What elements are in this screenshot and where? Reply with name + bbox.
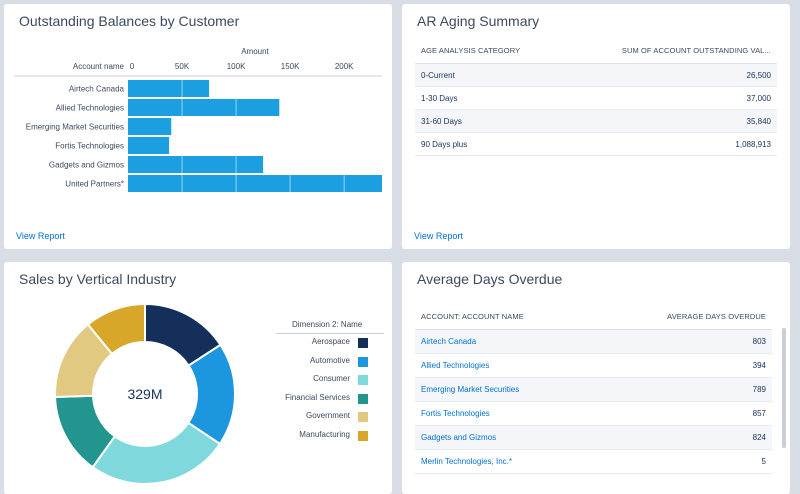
average-days-overdue-cell: 789 bbox=[752, 385, 766, 394]
y-tick-label: Fortis Technologies bbox=[55, 142, 124, 151]
average-days-overdue-cell: 394 bbox=[752, 361, 766, 370]
aging-table-row[interactable]: 31-60 Days 35,840 bbox=[415, 110, 777, 133]
overdue-table-header: ACCOUNT: ACCOUNT NAME AVERAGE DAYS OVERD… bbox=[415, 304, 772, 330]
account-name-link[interactable]: Gadgets and Gizmos bbox=[421, 433, 497, 442]
sales-vertical-title: Sales by Vertical Industry bbox=[19, 271, 177, 287]
overdue-table-row: Merlin Technologies, Inc.* 5 bbox=[415, 450, 772, 474]
donut-slice-consumer[interactable] bbox=[91, 421, 222, 485]
outstanding-balances-card: Outstanding Balances by Customer Amount A… bbox=[4, 4, 392, 249]
average-days-overdue-column-header[interactable]: AVERAGE DAYS OVERDUE bbox=[667, 312, 766, 321]
legend-swatch[interactable] bbox=[358, 393, 368, 404]
legend-label[interactable]: Automotive bbox=[309, 355, 350, 365]
legend-label[interactable]: Manufacturing bbox=[299, 429, 350, 439]
legend-title: Dimension 2: Name bbox=[292, 320, 363, 329]
account-name-link[interactable]: Emerging Market Securities bbox=[421, 385, 520, 394]
x-tick-label: 200K bbox=[335, 62, 354, 71]
aging-category-cell: 1-30 Days bbox=[421, 93, 458, 103]
account-name-column-header[interactable]: ACCOUNT: ACCOUNT NAME bbox=[421, 312, 524, 321]
average-days-overdue-cell: 803 bbox=[752, 337, 766, 346]
aging-value-cell: 26,500 bbox=[746, 70, 771, 80]
bar bbox=[128, 137, 170, 154]
y-tick-label: United Partners* bbox=[65, 180, 124, 189]
x-tick-label: 0 bbox=[130, 62, 135, 71]
aging-table-row[interactable]: 90 Days plus 1,088,913 bbox=[415, 133, 777, 156]
legend-divider bbox=[276, 333, 384, 334]
overdue-table-row: Emerging Market Securities 789 bbox=[415, 378, 772, 402]
outstanding-value-column-header[interactable]: SUM OF ACCOUNT OUTSTANDING VAL... bbox=[621, 46, 771, 55]
ar-aging-card: AR Aging Summary AGE ANALYSIS CATEGORY S… bbox=[402, 4, 790, 249]
donut-center-total: 329M bbox=[127, 386, 162, 402]
y-tick-label: Airtech Canada bbox=[69, 85, 125, 94]
legend-swatch[interactable] bbox=[358, 430, 368, 441]
overdue-table: ACCOUNT: ACCOUNT NAME AVERAGE DAYS OVERD… bbox=[415, 304, 772, 474]
y-tick-label: Allied Technologies bbox=[56, 104, 124, 113]
x-tick-label: 100K bbox=[227, 62, 246, 71]
legend-label[interactable]: Government bbox=[305, 411, 350, 420]
bar bbox=[128, 156, 264, 173]
overdue-table-scrollbar[interactable] bbox=[782, 328, 786, 448]
balances-bar-chart: Amount Account name 0 50K 100K 150K 200K Airtec… bbox=[14, 47, 382, 194]
ar-aging-table-header: AGE ANALYSIS CATEGORY SUM OF ACCOUNT OUT… bbox=[415, 38, 777, 64]
x-axis-label: Amount bbox=[241, 47, 269, 56]
sales-donut-chart: 329M bbox=[54, 302, 236, 485]
y-tick-label: Emerging Market Securities bbox=[26, 123, 124, 132]
bar bbox=[128, 80, 210, 97]
legend-label[interactable]: Aerospace bbox=[311, 337, 350, 346]
bar bbox=[128, 99, 280, 116]
account-name-link[interactable]: Fortis Technologies bbox=[421, 409, 490, 418]
x-tick-label: 150K bbox=[281, 62, 300, 71]
age-category-column-header[interactable]: AGE ANALYSIS CATEGORY bbox=[421, 46, 521, 55]
legend-swatch[interactable] bbox=[358, 356, 368, 367]
aging-category-cell: 90 Days plus bbox=[421, 139, 468, 149]
overdue-table-row: Fortis Technologies 857 bbox=[415, 402, 772, 426]
outstanding-balances-title: Outstanding Balances by Customer bbox=[19, 13, 240, 29]
x-tick-label: 50K bbox=[175, 62, 190, 71]
overdue-table-row: Airtech Canada 803 bbox=[415, 330, 772, 354]
overdue-table-row: Gadgets and Gizmos 824 bbox=[415, 426, 772, 450]
average-days-overdue-cell: 824 bbox=[752, 433, 766, 442]
bar bbox=[128, 175, 382, 192]
ar-aging-title: AR Aging Summary bbox=[417, 13, 540, 29]
legend-label[interactable]: Consumer bbox=[313, 374, 350, 383]
average-days-overdue-cell: 5 bbox=[761, 457, 766, 466]
legend-label[interactable]: Financial Services bbox=[285, 392, 350, 402]
aging-table-row[interactable]: 1-30 Days 37,000 bbox=[415, 87, 777, 110]
account-name-link[interactable]: Allied Technologies bbox=[421, 361, 490, 370]
legend-swatch[interactable] bbox=[358, 412, 368, 422]
account-name-link[interactable]: Airtech Canada bbox=[421, 337, 477, 346]
y-axis-label: Account name bbox=[73, 62, 125, 71]
account-name-link[interactable]: Merlin Technologies, Inc.* bbox=[421, 457, 513, 466]
overdue-table-row: Allied Technologies 394 bbox=[415, 354, 772, 378]
legend-swatch[interactable] bbox=[358, 338, 368, 348]
donut-slice-manufacturing[interactable] bbox=[86, 302, 146, 356]
aging-value-cell: 1,088,913 bbox=[735, 139, 771, 149]
aging-category-cell: 0-Current bbox=[421, 70, 455, 80]
aging-view-report-link[interactable]: View Report bbox=[414, 231, 463, 241]
aging-value-cell: 37,000 bbox=[746, 93, 771, 103]
legend-swatch[interactable] bbox=[358, 375, 368, 385]
balances-view-report-link[interactable]: View Report bbox=[16, 231, 65, 241]
aging-value-cell: 35,840 bbox=[746, 116, 771, 126]
aging-category-cell: 31-60 Days bbox=[421, 116, 462, 126]
bar bbox=[128, 118, 172, 135]
average-days-overdue-card: Average Days Overdue ACCOUNT: ACCOUNT NA… bbox=[402, 262, 790, 494]
sales-vertical-card: Sales by Vertical Industry 329M Dimensio… bbox=[4, 262, 392, 494]
ar-aging-table: AGE ANALYSIS CATEGORY SUM OF ACCOUNT OUT… bbox=[415, 38, 777, 156]
aging-table-row[interactable]: 0-Current 26,500 bbox=[415, 64, 777, 87]
average-days-overdue-title: Average Days Overdue bbox=[417, 271, 563, 287]
y-tick-label: Gadgets and Gizmos bbox=[49, 161, 124, 170]
average-days-overdue-cell: 857 bbox=[752, 409, 766, 418]
